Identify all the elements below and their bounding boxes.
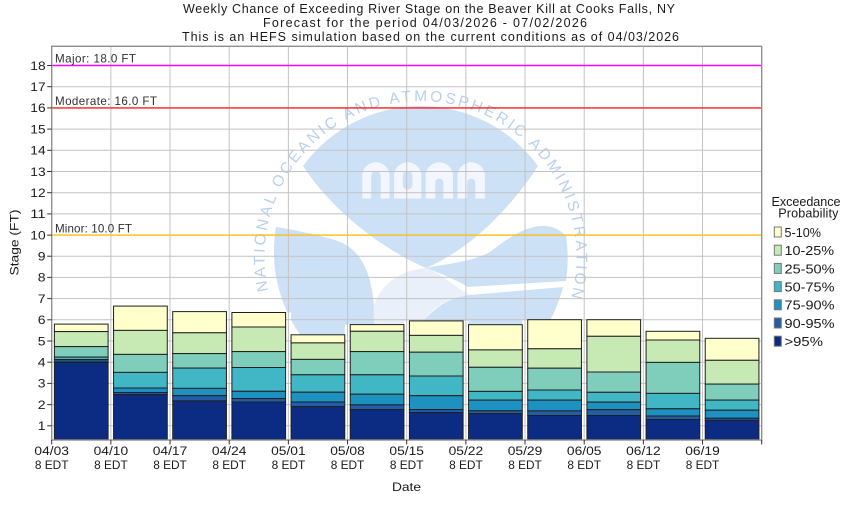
- svg-text:05/29: 05/29: [508, 444, 543, 458]
- svg-text:06/19: 06/19: [685, 444, 720, 458]
- svg-text:Weekly Chance of Exceeding Riv: Weekly Chance of Exceeding River Stage o…: [183, 2, 676, 16]
- svg-text:8 EDT: 8 EDT: [212, 458, 246, 472]
- svg-text:7: 7: [38, 292, 46, 306]
- svg-text:8 EDT: 8 EDT: [390, 458, 424, 472]
- svg-text:13: 13: [30, 165, 45, 179]
- svg-text:04/10: 04/10: [94, 444, 129, 458]
- svg-text:14: 14: [30, 144, 45, 158]
- svg-text:Date: Date: [392, 480, 421, 494]
- svg-text:05/01: 05/01: [271, 444, 306, 458]
- svg-text:8 EDT: 8 EDT: [567, 458, 601, 472]
- svg-text:1: 1: [38, 419, 46, 433]
- svg-text:2: 2: [38, 398, 46, 412]
- svg-text:Minor: 10.0 FT: Minor: 10.0 FT: [55, 222, 132, 235]
- svg-text:8: 8: [38, 271, 46, 285]
- svg-text:05/08: 05/08: [330, 444, 365, 458]
- svg-text:8 EDT: 8 EDT: [153, 458, 187, 472]
- svg-text:Major: 18.0 FT: Major: 18.0 FT: [55, 53, 136, 66]
- svg-text:8 EDT: 8 EDT: [331, 458, 365, 472]
- svg-text:6: 6: [38, 313, 46, 327]
- svg-text:11: 11: [30, 207, 45, 221]
- svg-text:9: 9: [38, 250, 46, 264]
- svg-text:15: 15: [30, 122, 45, 136]
- svg-text:8 EDT: 8 EDT: [686, 458, 720, 472]
- svg-text:10: 10: [30, 228, 45, 242]
- svg-text:12: 12: [30, 186, 45, 200]
- svg-text:17: 17: [30, 80, 45, 94]
- svg-text:8 EDT: 8 EDT: [449, 458, 483, 472]
- svg-text:05/22: 05/22: [449, 444, 484, 458]
- svg-text:18: 18: [30, 59, 45, 73]
- svg-text:Moderate: 16.0 FT: Moderate: 16.0 FT: [55, 95, 157, 108]
- svg-text:04/17: 04/17: [153, 444, 188, 458]
- svg-text:8 EDT: 8 EDT: [94, 458, 128, 472]
- svg-text:8 EDT: 8 EDT: [508, 458, 542, 472]
- svg-text:8 EDT: 8 EDT: [627, 458, 661, 472]
- svg-text:06/05: 06/05: [567, 444, 602, 458]
- svg-text:06/12: 06/12: [626, 444, 661, 458]
- svg-text:This is an HEFS simulation bas: This is an HEFS simulation based on the …: [182, 30, 679, 44]
- svg-text:75-90%: 75-90%: [785, 299, 835, 313]
- svg-text:50-75%: 50-75%: [785, 281, 835, 295]
- svg-text:16: 16: [30, 101, 45, 115]
- svg-text:05/15: 05/15: [389, 444, 424, 458]
- svg-text:8 EDT: 8 EDT: [272, 458, 306, 472]
- svg-text:25-50%: 25-50%: [785, 262, 835, 276]
- svg-text:5: 5: [38, 334, 46, 348]
- svg-text:04/24: 04/24: [212, 444, 247, 458]
- svg-text:Exceedance: Exceedance: [772, 195, 841, 209]
- svg-text:4: 4: [38, 356, 46, 370]
- svg-text:>95%: >95%: [785, 335, 823, 349]
- svg-text:8 EDT: 8 EDT: [35, 458, 69, 472]
- svg-text:04/03: 04/03: [34, 444, 69, 458]
- svg-text:3: 3: [38, 377, 46, 391]
- svg-text:10-25%: 10-25%: [785, 244, 835, 258]
- svg-text:Forecast for the period 04/03/: Forecast for the period 04/03/2026 - 07/…: [263, 16, 587, 30]
- svg-text:Probability: Probability: [778, 207, 839, 221]
- svg-text:5-10%: 5-10%: [785, 226, 822, 240]
- svg-text:Stage (FT): Stage (FT): [8, 210, 22, 276]
- svg-text:90-95%: 90-95%: [785, 317, 835, 331]
